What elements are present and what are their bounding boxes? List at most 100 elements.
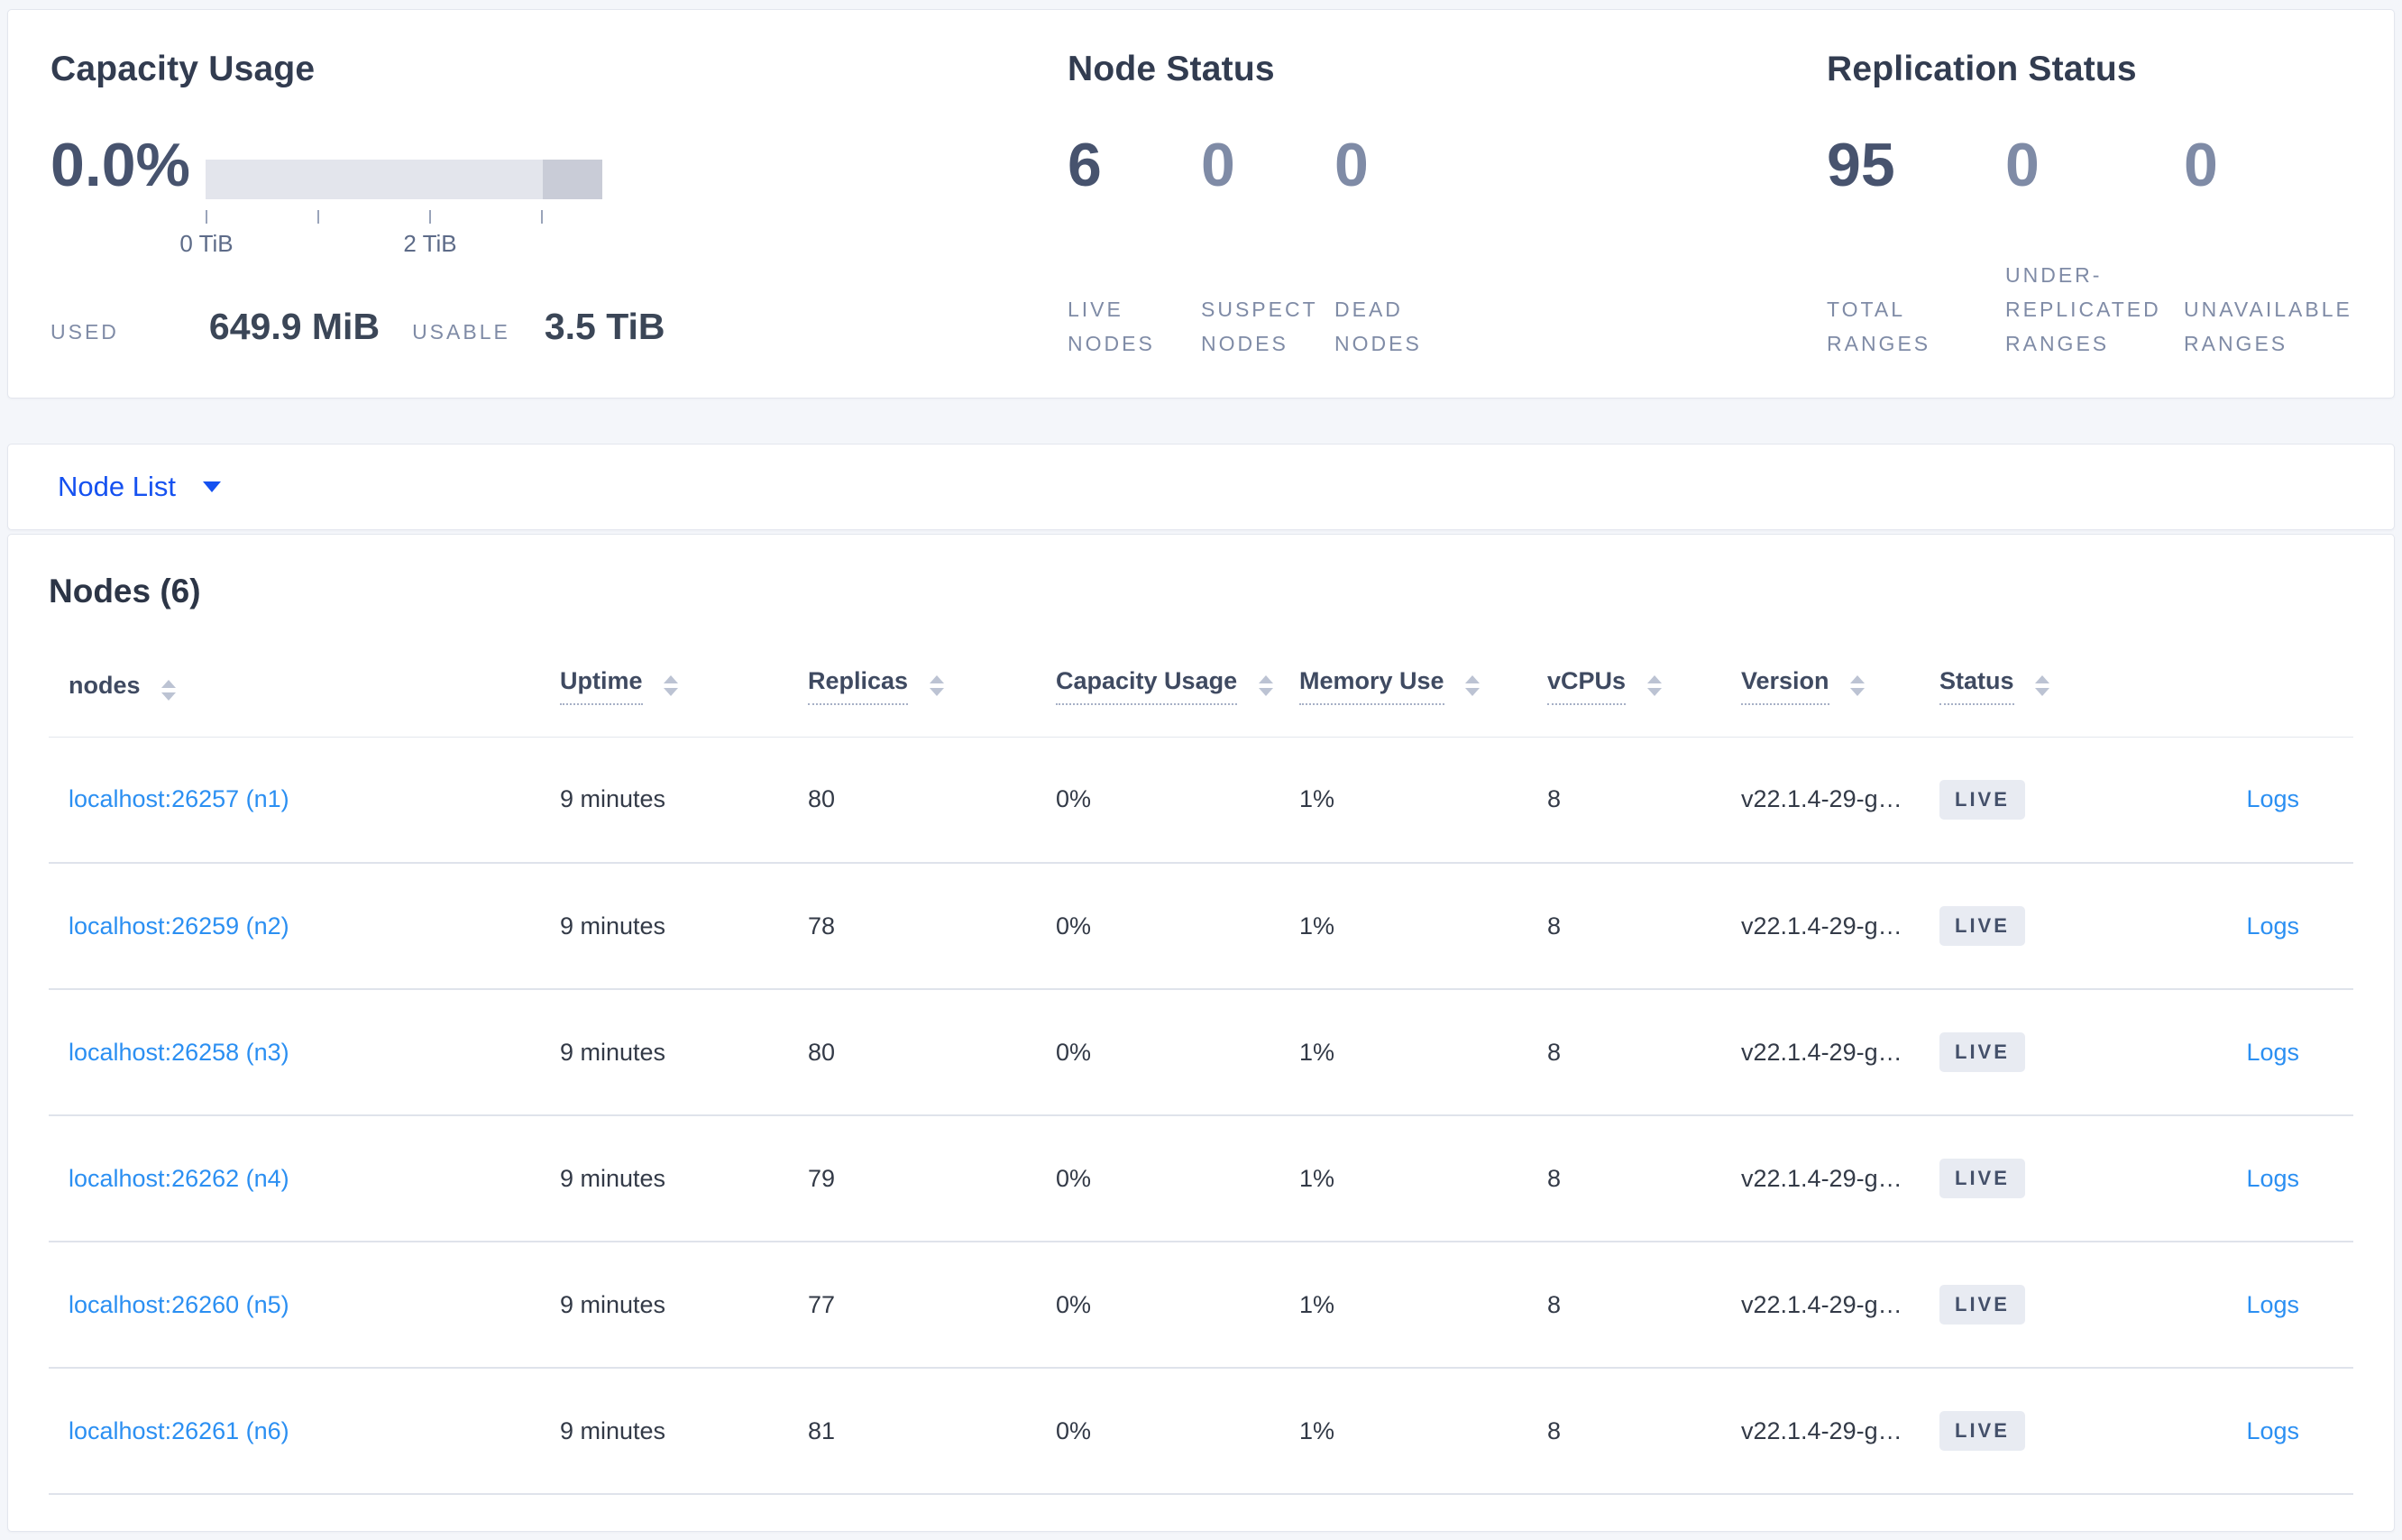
replicas-cell: 80: [808, 989, 1056, 1116]
vcpus-cell: 8: [1547, 989, 1741, 1116]
unavailable-ranges-value: 0: [2184, 131, 2218, 199]
logs-link[interactable]: Logs: [2246, 1164, 2299, 1192]
status-badge: LIVE: [1939, 1032, 2025, 1072]
live-nodes-value: 6: [1068, 131, 1102, 199]
replicas-cell: 79: [808, 1115, 1056, 1242]
column-header-nodes[interactable]: nodes: [49, 636, 560, 738]
under-replicated-value: 0: [2005, 131, 2040, 199]
column-header-uptime[interactable]: Uptime: [560, 636, 808, 738]
axis-label-0tib: 0 TiB: [179, 230, 234, 257]
replicas-cell: 77: [808, 1242, 1056, 1369]
suspect-nodes-label: SUSPECT NODES: [1201, 298, 1318, 356]
table-row: localhost:26258 (n3) 9 minutes 80 0% 1% …: [49, 989, 2353, 1116]
capacity-usage-cell: 0%: [1056, 989, 1299, 1116]
logs-link[interactable]: Logs: [2246, 1038, 2299, 1066]
live-nodes-metric: 6 LIVE NODES: [1068, 134, 1201, 362]
sort-arrows-icon: [2035, 674, 2050, 696]
replication-status-section: Replication Status 95 TOTAL RANGES 0 UND…: [1827, 10, 2386, 398]
capacity-usage-cell: 0%: [1056, 737, 1299, 864]
memory-use-cell: 1%: [1299, 863, 1547, 990]
replicas-cell: 81: [808, 1368, 1056, 1495]
column-header-capacity-usage[interactable]: Capacity Usage: [1056, 636, 1299, 738]
uptime-cell: 9 minutes: [560, 1368, 808, 1495]
capacity-bar: [206, 160, 602, 199]
logs-link[interactable]: Logs: [2246, 912, 2299, 940]
column-header-version[interactable]: Version: [1741, 636, 1939, 738]
uptime-cell: 9 minutes: [560, 863, 808, 990]
column-header-logs: [2147, 636, 2353, 738]
usable-value: 3.5 TiB: [544, 306, 665, 347]
used-label: USED: [50, 320, 119, 344]
node-link[interactable]: localhost:26257 (n1): [69, 785, 289, 813]
node-link[interactable]: localhost:26262 (n4): [69, 1164, 289, 1192]
version-cell: v22.1.4-29-g…: [1741, 1115, 1939, 1242]
node-link[interactable]: localhost:26260 (n5): [69, 1290, 289, 1318]
status-badge: LIVE: [1939, 779, 2025, 820]
column-header-replicas[interactable]: Replicas: [808, 636, 1056, 738]
node-link[interactable]: localhost:26258 (n3): [69, 1038, 289, 1066]
cluster-summary-panel: Capacity Usage 0.0% 0 TiB 2 TiB: [7, 9, 2395, 399]
replicas-cell: 78: [808, 863, 1056, 990]
version-cell: v22.1.4-29-g…: [1741, 989, 1939, 1116]
vcpus-cell: 8: [1547, 1368, 1741, 1495]
total-ranges-metric: 95 TOTAL RANGES: [1827, 134, 2005, 362]
suspect-nodes-value: 0: [1201, 131, 1235, 199]
column-header-memory-use[interactable]: Memory Use: [1299, 636, 1547, 738]
total-ranges-label: TOTAL RANGES: [1827, 298, 1931, 356]
caret-down-icon: [202, 481, 221, 492]
capacity-usage-section: Capacity Usage 0.0% 0 TiB 2 TiB: [50, 10, 1042, 398]
vcpus-cell: 8: [1547, 1242, 1741, 1369]
status-badge: LIVE: [1939, 906, 2025, 946]
status-badge: LIVE: [1939, 1159, 2025, 1198]
memory-use-cell: 1%: [1299, 737, 1547, 864]
view-selector-label[interactable]: Node List: [58, 471, 176, 502]
uptime-cell: 9 minutes: [560, 989, 808, 1116]
capacity-axis-labels: 0 TiB 2 TiB: [179, 230, 602, 257]
capacity-bar-reserved-segment: [543, 160, 602, 199]
capacity-usage-cell: 0%: [1056, 1115, 1299, 1242]
node-status-section: Node Status 6 LIVE NODES 0 SUSPECT NODES…: [1068, 10, 1699, 398]
nodes-panel: Nodes (6) nodes Uptime: [7, 534, 2395, 1532]
status-badge: LIVE: [1939, 1285, 2025, 1325]
column-header-vcpus[interactable]: vCPUs: [1547, 636, 1741, 738]
table-row: localhost:26261 (n6) 9 minutes 81 0% 1% …: [49, 1368, 2353, 1495]
node-link[interactable]: localhost:26261 (n6): [69, 1416, 289, 1444]
memory-use-cell: 1%: [1299, 989, 1547, 1116]
nodes-panel-title: Nodes (6): [49, 573, 201, 610]
view-selector-dropdown[interactable]: Node List: [7, 444, 2395, 530]
status-badge: LIVE: [1939, 1411, 2025, 1451]
memory-use-cell: 1%: [1299, 1115, 1547, 1242]
version-cell: v22.1.4-29-g…: [1741, 1368, 1939, 1495]
column-header-status[interactable]: Status: [1939, 636, 2147, 738]
version-cell: v22.1.4-29-g…: [1741, 863, 1939, 990]
vcpus-cell: 8: [1547, 863, 1741, 990]
capacity-bar-usable-segment: [206, 160, 543, 199]
nodes-table: nodes Uptime Replicas Capacity Usage: [49, 636, 2353, 1495]
table-row: localhost:26259 (n2) 9 minutes 78 0% 1% …: [49, 863, 2353, 990]
unavailable-ranges-metric: 0 UNAVAILABLE RANGES: [2184, 134, 2362, 362]
capacity-usage-cell: 0%: [1056, 1368, 1299, 1495]
usable-label: USABLE: [412, 320, 510, 344]
logs-link[interactable]: Logs: [2246, 1290, 2299, 1318]
replication-status-title: Replication Status: [1827, 50, 2137, 88]
under-replicated-label: UNDER-REPLICATED RANGES: [2005, 263, 2161, 356]
table-row: localhost:26262 (n4) 9 minutes 79 0% 1% …: [49, 1115, 2353, 1242]
sort-arrows-icon: [929, 674, 944, 696]
sort-arrows-icon: [664, 674, 679, 696]
sort-arrows-icon: [1258, 674, 1273, 696]
table-row: localhost:26257 (n1) 9 minutes 80 0% 1% …: [49, 737, 2353, 864]
memory-use-cell: 1%: [1299, 1242, 1547, 1369]
uptime-cell: 9 minutes: [560, 1115, 808, 1242]
capacity-percent: 0.0%: [50, 131, 190, 199]
vcpus-cell: 8: [1547, 737, 1741, 864]
logs-link[interactable]: Logs: [2246, 1416, 2299, 1444]
dead-nodes-metric: 0 DEAD NODES: [1334, 134, 1468, 362]
version-cell: v22.1.4-29-g…: [1741, 1242, 1939, 1369]
table-header-row: nodes Uptime Replicas Capacity Usage: [49, 636, 2353, 738]
logs-link[interactable]: Logs: [2246, 785, 2299, 813]
node-link[interactable]: localhost:26259 (n2): [69, 912, 289, 940]
under-replicated-metric: 0 UNDER-REPLICATED RANGES: [2005, 134, 2184, 362]
capacity-legend: USED 649.9 MiB USABLE 3.5 TiB: [50, 306, 665, 348]
total-ranges-value: 95: [1827, 131, 1895, 199]
